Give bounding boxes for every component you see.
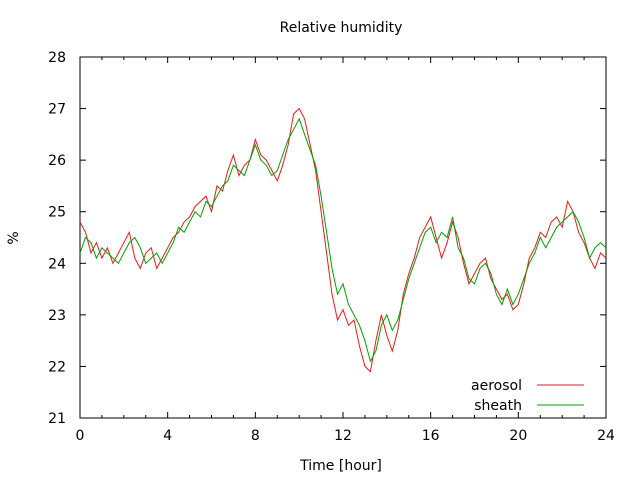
- legend-label-sheath: sheath: [474, 398, 522, 414]
- axis-ticks: [79, 56, 607, 419]
- x-tick-label: 8: [251, 428, 260, 444]
- y-tick-label: 23: [48, 308, 66, 324]
- plot-frame: [79, 56, 607, 419]
- series-line-aerosol: [79, 107, 607, 373]
- series-lines: [79, 107, 607, 373]
- y-tick-label: 27: [48, 102, 66, 118]
- x-tick-label: 16: [422, 428, 440, 444]
- x-tick-label: 12: [334, 428, 352, 444]
- legend: aerosol sheath: [471, 378, 584, 414]
- y-tick-label: 22: [48, 359, 66, 375]
- y-tick-label: 21: [48, 411, 66, 427]
- y-tick-label: 28: [48, 50, 66, 66]
- y-axis-label: %: [6, 231, 22, 244]
- tick-labels: 0 4 8 12 16 20 24 21 22 23 24 25 26 27 28: [48, 50, 615, 444]
- y-tick-label: 24: [48, 256, 66, 272]
- x-tick-label: 0: [76, 428, 85, 444]
- chart-title: Relative humidity: [280, 20, 403, 36]
- x-axis-label: Time [hour]: [299, 458, 382, 474]
- y-tick-label: 26: [48, 153, 66, 169]
- series-line-sheath: [79, 117, 607, 363]
- x-tick-label: 20: [509, 428, 527, 444]
- x-tick-label: 24: [597, 428, 615, 444]
- x-tick-label: 4: [163, 428, 172, 444]
- legend-label-aerosol: aerosol: [471, 378, 522, 394]
- y-tick-label: 25: [48, 205, 66, 221]
